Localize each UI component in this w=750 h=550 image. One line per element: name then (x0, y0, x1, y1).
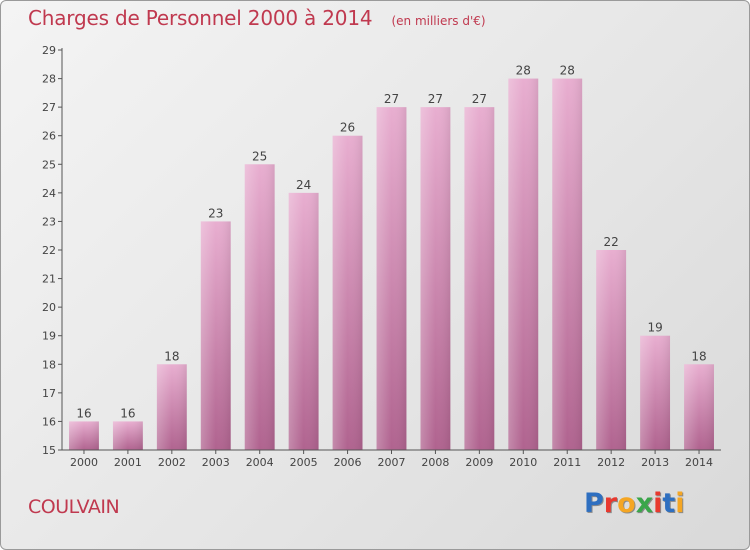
chart-title: Charges de Personnel 2000 à 2014 (28, 6, 373, 30)
bar-shading (508, 78, 539, 451)
bar-shading (156, 364, 187, 450)
y-tick-label: 15 (42, 444, 56, 457)
bar-shading (244, 164, 275, 451)
x-tick-label: 2014 (685, 456, 713, 469)
bars: 16 16 18 23 25 24 26 27 27 27 28 28 22 19 18 (69, 64, 714, 451)
bar-shading (112, 421, 143, 450)
brand-letter: t (662, 488, 676, 519)
bar-shading (552, 78, 583, 451)
chart-subtitle: (en milliers d'€) (391, 14, 486, 28)
y-tick-label: 21 (42, 273, 56, 286)
brand-letter: o (617, 488, 636, 519)
y-tick-label: 19 (42, 330, 56, 343)
y-tick-label: 18 (42, 358, 56, 371)
bar-value-label: 23 (208, 206, 223, 220)
brand-logo: Proxiti (584, 488, 685, 519)
chart-header: Charges de Personnel 2000 à 2014 (en mil… (28, 6, 486, 30)
x-tick-label: 2001 (114, 456, 142, 469)
bar-shading (288, 192, 319, 450)
bar-value-label: 28 (560, 64, 575, 78)
y-tick-label: 23 (42, 215, 56, 228)
y-tick-label: 20 (42, 301, 56, 314)
bar-value-label: 22 (604, 235, 619, 249)
bar-shading (684, 364, 714, 450)
brand-letter: P (584, 488, 604, 519)
bar-value-label: 25 (252, 149, 267, 163)
bar-value-label: 19 (647, 321, 662, 335)
bar-value-label: 18 (691, 349, 706, 363)
x-tick-label: 2003 (202, 456, 230, 469)
brand-letter: i (675, 488, 685, 519)
x-tick-label: 2004 (246, 456, 274, 469)
y-tick-label: 16 (42, 415, 56, 428)
bar-value-label: 27 (384, 92, 399, 106)
bar-shading (596, 250, 627, 450)
y-axis: 15 16 17 18 19 20 21 22 23 24 25 26 27 28 29 (42, 44, 63, 457)
y-tick-label: 26 (42, 130, 56, 143)
x-tick-label: 2013 (641, 456, 669, 469)
x-tick-label: 2006 (334, 456, 362, 469)
x-tick-label: 2009 (465, 456, 493, 469)
x-tick-label: 2008 (421, 456, 449, 469)
x-tick-label: 2012 (597, 456, 625, 469)
x-tick-label: 2000 (70, 456, 98, 469)
bar-shading (69, 421, 99, 450)
bar-value-label: 16 (120, 406, 135, 420)
y-tick-label: 22 (42, 244, 56, 257)
x-tick-label: 2011 (553, 456, 581, 469)
place-name: COULVAIN (28, 496, 120, 518)
bar-shading (464, 107, 495, 451)
x-tick-label: 2007 (378, 456, 406, 469)
x-tick-label: 2002 (158, 456, 186, 469)
bar-shading (332, 135, 363, 450)
y-tick-label: 28 (42, 73, 56, 86)
brand-letter: r (603, 488, 618, 519)
y-tick-label: 29 (42, 44, 56, 57)
bar-value-label: 27 (472, 92, 487, 106)
y-tick-label: 17 (42, 387, 56, 400)
bar-value-label: 26 (340, 121, 355, 135)
brand-letter: x (635, 488, 654, 519)
y-tick-label: 24 (42, 187, 56, 200)
y-tick-label: 25 (42, 158, 56, 171)
x-axis: 2000 2001 2002 2003 2004 2005 2006 2007 2008 2009… (62, 449, 721, 469)
bar-shading (640, 335, 671, 450)
bar-value-label: 27 (428, 92, 443, 106)
brand-letter: i (653, 488, 663, 519)
bar-value-label: 24 (296, 178, 311, 192)
bar-shading (200, 221, 231, 450)
bar-value-label: 28 (516, 64, 531, 78)
x-tick-label: 2010 (509, 456, 537, 469)
bar-shading (420, 107, 451, 451)
bar-value-label: 16 (76, 406, 91, 420)
bar-value-label: 18 (164, 349, 179, 363)
y-tick-label: 27 (42, 101, 56, 114)
bar-shading (376, 107, 407, 451)
x-tick-label: 2005 (290, 456, 318, 469)
